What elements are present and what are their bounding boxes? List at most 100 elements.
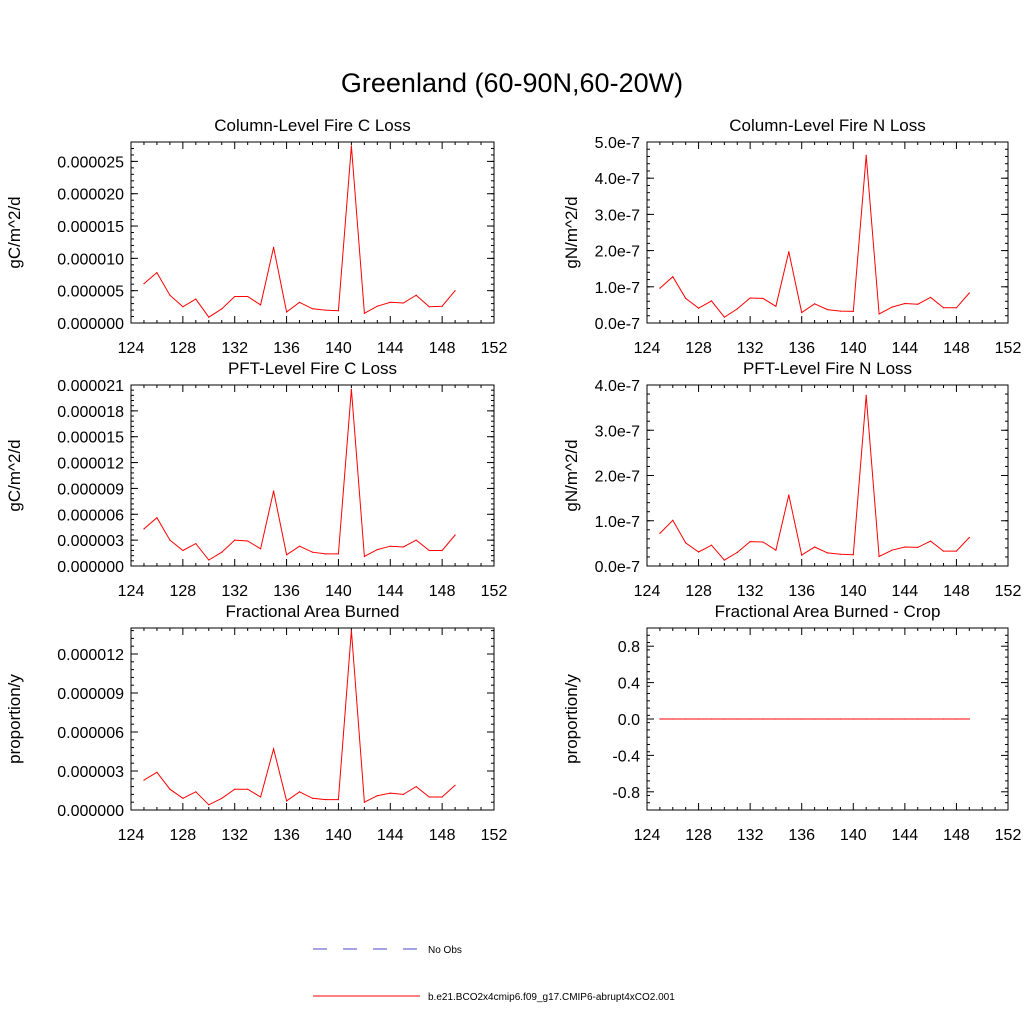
data-point [286,800,288,802]
y-tick-label: 0.000015 [57,219,124,236]
data-point [286,554,288,556]
chart-panel-2: 124 128 132 136 140 144 148 152 0.0e-7 1.0e-7 2.0e… [562,116,1021,357]
data-point [672,276,674,278]
data-point [917,718,919,720]
data-point [826,309,829,311]
y-tick-label: 0.000003 [57,764,124,781]
data-point [659,718,661,720]
y-tick-label: 0.000005 [57,284,124,301]
chart-panel-4: 124 128 132 136 140 144 148 152 0.0e-7 1.0e-7 2.0e… [562,359,1021,600]
data-point [749,297,751,299]
x-tick-label: 128 [685,583,712,600]
data-point [441,305,443,307]
data-point [273,748,275,750]
x-tick-label: 144 [377,583,404,600]
data-point [402,302,404,304]
data-point [298,545,301,547]
data-point [195,298,197,300]
legend-label-no-obs: No Obs [428,945,462,956]
y-tick-label: 0.0 [618,712,640,729]
x-tick-label: 148 [943,583,970,600]
x-tick-label: 140 [840,340,867,357]
x-tick-label: 140 [325,583,352,600]
series-line [659,155,970,318]
data-point [311,308,314,310]
data-point [454,534,456,536]
y-axis-label: proportion/y [562,674,581,764]
data-point [723,718,726,720]
x-tick-label: 148 [943,340,970,357]
data-point [454,290,456,292]
series-line [659,395,970,561]
data-point [839,718,842,720]
data-point [801,718,803,720]
panel-title: Column-Level Fire C Loss [214,116,411,135]
data-point [156,771,158,773]
data-point [247,788,249,790]
y-tick-label: 0.000000 [57,559,124,576]
x-tick-label: 124 [634,340,661,357]
y-tick-label: 1.0e-7 [595,280,640,297]
data-point [260,548,262,550]
data-point [182,549,184,552]
x-tick-label: 152 [481,583,508,600]
data-point [195,543,197,545]
legend-label-model: b.e21.BCO2x4cmip6.f09_g17.CMIP6-abrupt4x… [428,992,675,1003]
y-tick-label: -0.4 [612,748,640,765]
data-point [749,541,751,543]
data-point [685,718,687,720]
plot-frame [646,141,1009,324]
y-tick-label: 0.000012 [57,647,124,664]
legend: No Obs b.e21.BCO2x4cmip6.f09_g17.CMIP6-ab… [313,945,675,1003]
data-point [878,718,880,720]
y-tick-label: 4.0e-7 [595,378,640,395]
data-point [904,718,906,720]
series-line [143,389,456,561]
data-point [672,519,674,521]
y-tick-label: 4.0e-7 [595,171,640,188]
data-point [376,549,378,551]
data-point [968,536,970,539]
y-tick-label: 0.000003 [57,533,124,550]
data-point [350,145,352,147]
data-point [685,542,687,544]
data-point [801,311,803,314]
data-point [247,295,249,298]
x-tick-label: 140 [840,583,867,600]
data-point [234,295,236,298]
x-tick-label: 124 [634,583,661,600]
data-point [930,718,932,720]
data-point [143,779,145,781]
y-tick-label: 0.000000 [57,316,124,333]
x-tick-label: 136 [273,583,300,600]
data-point [659,532,661,535]
x-tick-label: 128 [170,583,197,600]
data-point [865,394,867,396]
data-point [917,303,919,305]
data-point [169,539,171,541]
data-point [298,791,301,793]
data-point [865,718,867,720]
data-point [917,546,919,549]
x-tick-label: 132 [221,827,248,844]
x-tick-label: 136 [273,827,300,844]
y-tick-label: 0.000000 [57,803,124,820]
y-tick-label: 0.000010 [57,251,124,268]
data-point [208,559,210,561]
data-point [208,804,210,806]
data-point [839,310,842,312]
data-point [685,297,687,299]
data-point [826,718,829,720]
data-point [260,796,262,798]
y-tick-label: 3.0e-7 [595,207,640,224]
data-point [273,246,275,248]
data-point [788,251,790,253]
y-tick-label: 0.4 [618,676,640,693]
data-point [749,718,751,720]
data-point [415,539,417,541]
x-tick-label: 136 [788,827,815,844]
y-tick-label: -0.8 [612,785,640,802]
data-point [234,788,236,790]
x-tick-label: 136 [788,340,815,357]
